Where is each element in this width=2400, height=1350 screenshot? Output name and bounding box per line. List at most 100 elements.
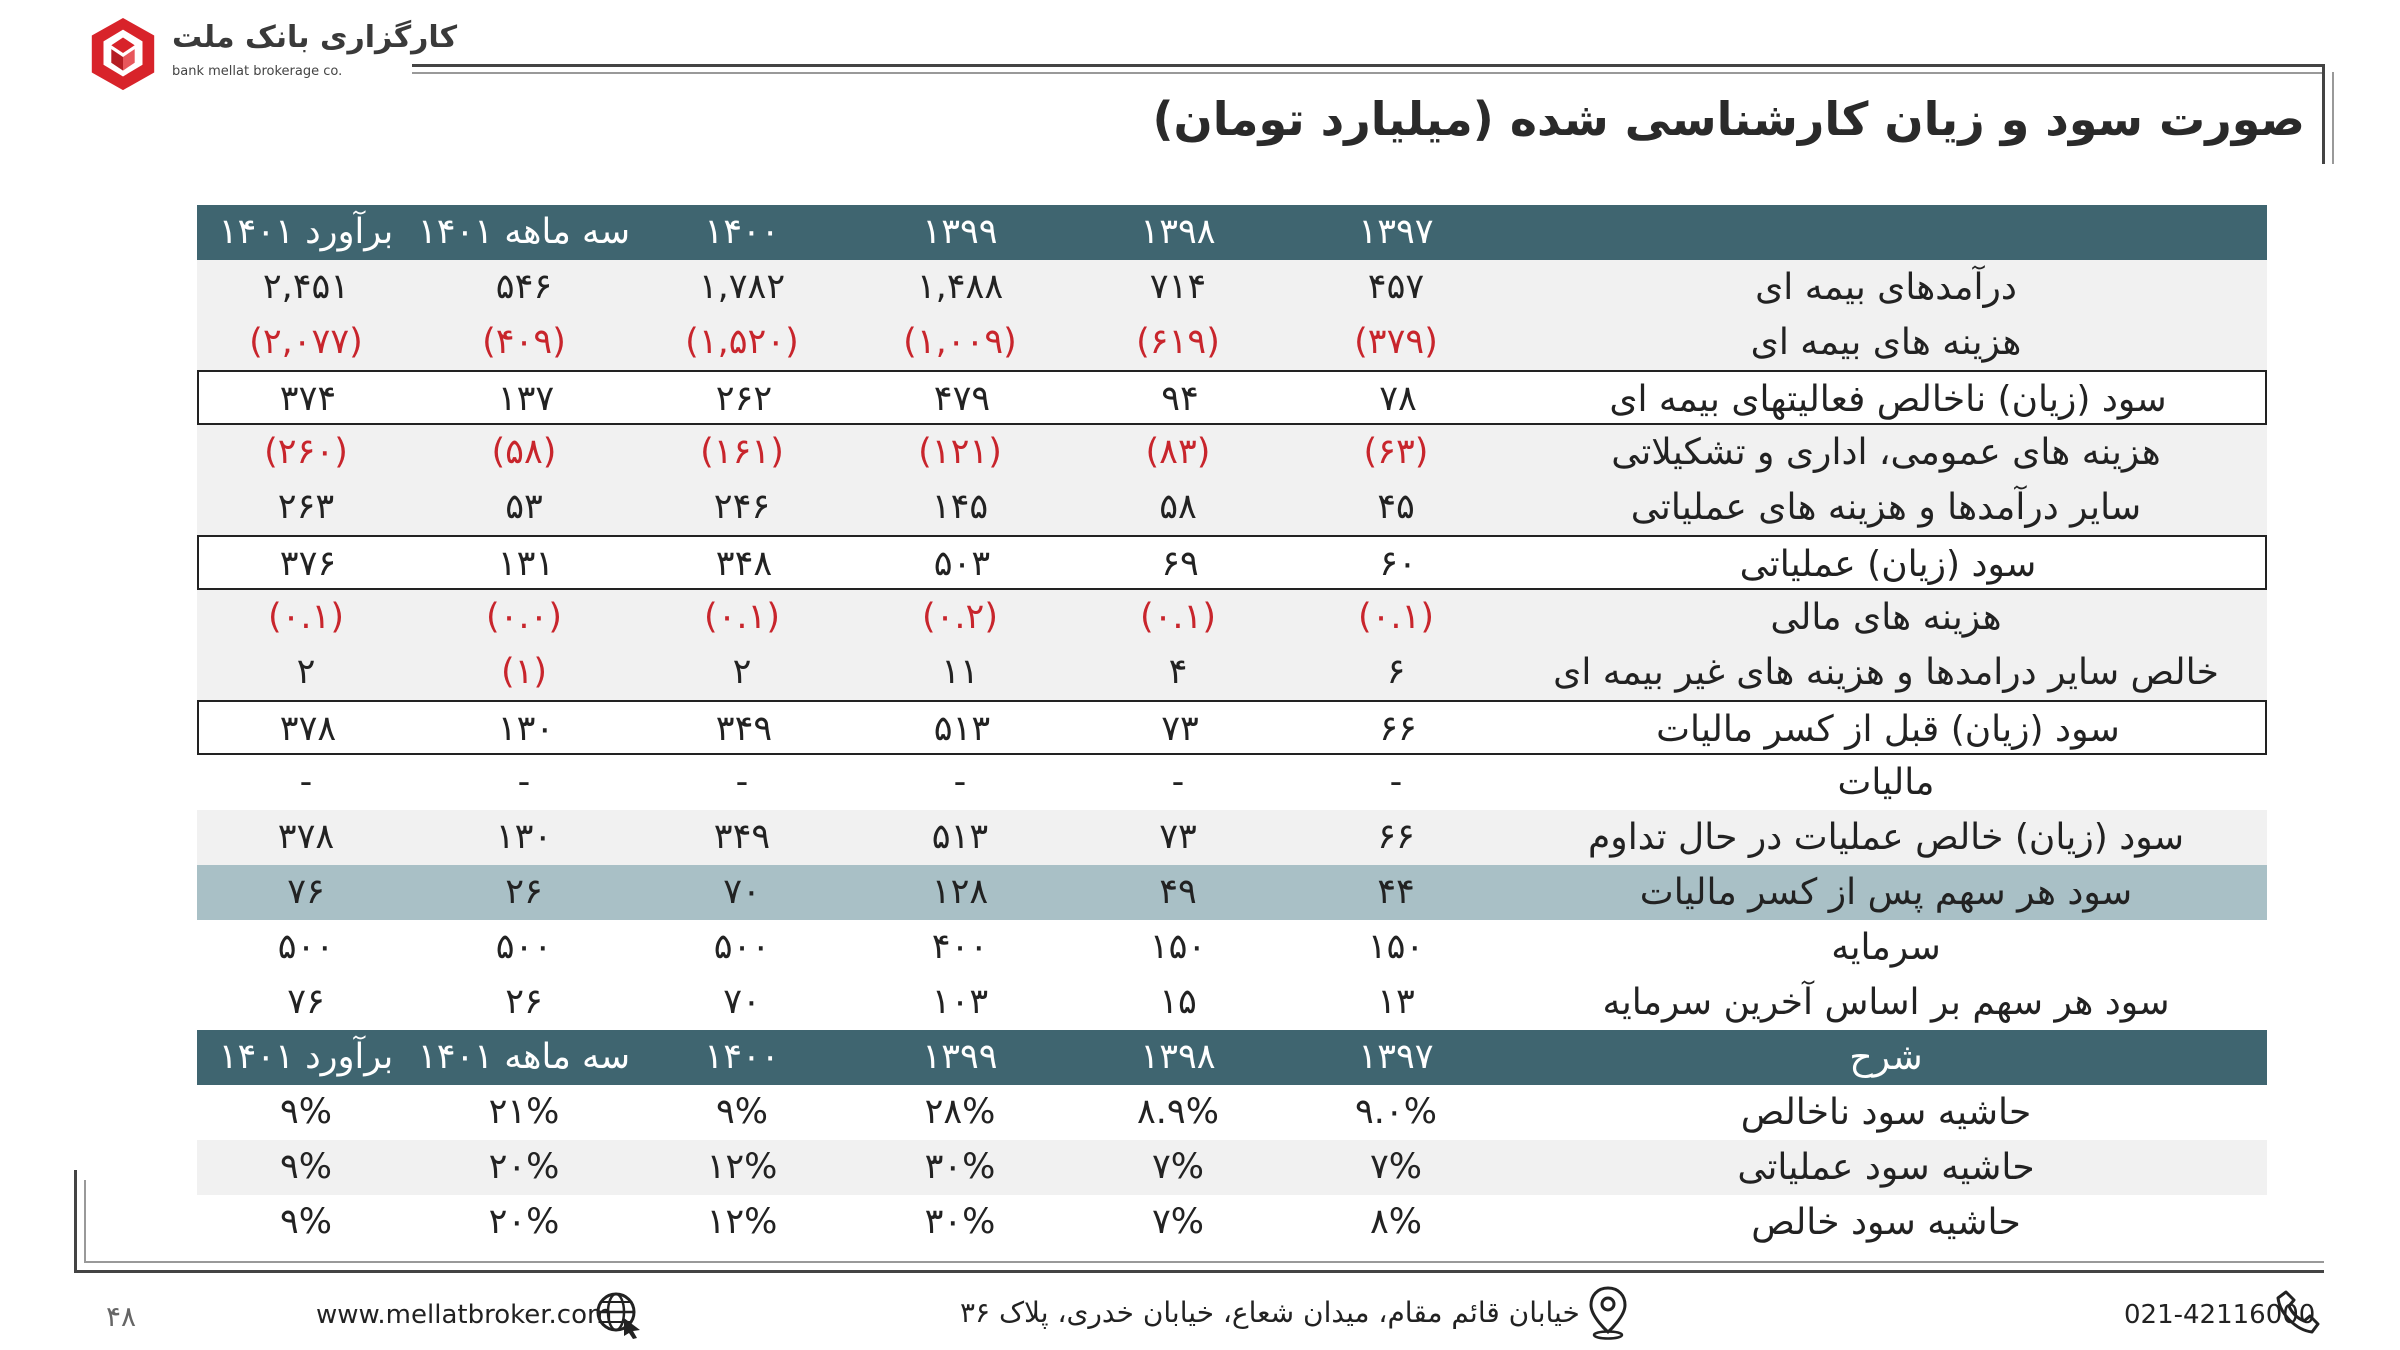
row-label: سود (زیان) قبل از کسر مالیات [1656, 709, 2120, 750]
table-row: ۳۷۸ ۱۳۰ ۳۴۹ ۵۱۳ ۷۳ ۶۶ سود (زیان) قبل از کسر ما… [197, 700, 2267, 755]
table-cell: ۱۵ [1159, 982, 1197, 1022]
table-cell: ۳۴۹ [713, 817, 771, 857]
table-cell: ۱,۷۸۲ [698, 267, 786, 307]
column-header: برآورد ۱۴۰۱ [218, 1037, 394, 1077]
left-rule [74, 1170, 77, 1273]
table-cell: ۵۴۶ [495, 267, 553, 307]
row-label-header [1505, 205, 2267, 260]
ratios-header-label: شرح [1849, 1037, 1923, 1078]
table-cell: ۲۶۲ [715, 379, 773, 419]
table-cell: ۲۴۶ [713, 487, 771, 527]
table-cell: - [517, 762, 531, 802]
table-cell: (۲,۰۷۷) [249, 322, 363, 362]
ratios-header-row: برآورد ۱۴۰۱ سه ماهه ۱۴۰۱ ۱۴۰۰ ۱۳۹۹ ۱۳۹۸ … [197, 1030, 2267, 1085]
table-cell: ۵۰۰ [713, 927, 771, 967]
table-header-row: برآورد ۱۴۰۱ سه ماهه ۱۴۰۱ ۱۴۰۰ ۱۳۹۹ ۱۳۹۸ … [197, 205, 2267, 260]
table-cell: ۳۷۴ [279, 379, 337, 419]
table-cell: (۶۳) [1363, 432, 1429, 472]
table-cell: ۴۷۹ [933, 379, 991, 419]
ratio-cell: ۹% [279, 1092, 333, 1132]
table-cell: ۴ [1168, 652, 1188, 692]
table-row: ۳۷۸ ۱۳۰ ۳۴۹ ۵۱۳ ۷۳ ۶۶ سود (زیان) خالص عملیات د… [197, 810, 2267, 865]
right-rule [2322, 64, 2325, 164]
table-row: ۳۷۴ ۱۳۷ ۲۶۲ ۴۷۹ ۹۴ ۷۸ سود (زیان) ناخالص فعالیت… [197, 370, 2267, 425]
table-cell: ۴۵ [1377, 487, 1415, 527]
brand-name-en: bank mellat brokerage co. [172, 64, 343, 79]
table-cell: ۳۴۸ [715, 544, 773, 584]
table-row: ۲ (۱) ۲ ۱۱ ۴ ۶ خالص سایر درامدها و هزینه های غ… [197, 645, 2267, 700]
table-cell: (۱) [500, 652, 548, 692]
table-cell: ۹۴ [1161, 379, 1199, 419]
table-cell: (۱,۰۰۹) [903, 322, 1017, 362]
table-cell: ۷۰ [723, 982, 761, 1022]
table-row: (۲۶۰) (۵۸) (۱۶۱) (۱۲۱) (۸۳) (۶۳) هزینه های عمو… [197, 425, 2267, 480]
table-cell: ۳۴۹ [715, 709, 773, 749]
top-rule-inner [412, 72, 2324, 74]
table-row: ۷۶ ۲۶ ۷۰ ۱۰۳ ۱۵ ۱۳ سود هر سهم بر اساس آخرین سر… [197, 975, 2267, 1030]
column-header: ۱۴۰۰ [704, 212, 780, 252]
table-cell: ۷۸ [1379, 379, 1417, 419]
table-cell: (۱۲۱) [918, 432, 1002, 472]
column-header: برآورد ۱۴۰۱ [218, 212, 394, 252]
ratio-cell: ۸.۹% [1137, 1092, 1219, 1132]
column-header: ۱۳۹۹ [922, 1037, 998, 1077]
ratio-row: ۹% ۲۰% ۱۲% ۳۰% ۷% ۷% حاشیه سود عملیاتی [197, 1140, 2267, 1195]
row-label: سرمایه [1831, 927, 1941, 968]
table-cell: ۲۶ [505, 872, 543, 912]
phone-icon [2276, 1290, 2320, 1334]
table-cell: (۱,۵۲۰) [685, 322, 799, 362]
globe-cursor-icon [596, 1292, 640, 1339]
row-label: سایر درآمدها و هزینه های عملیاتی [1630, 487, 2142, 528]
table-cell: ۷۳ [1161, 709, 1199, 749]
ratio-cell: ۲۰% [488, 1147, 560, 1187]
table-cell: ۷۳ [1159, 817, 1197, 857]
row-label: سود هر سهم پس از کسر مالیات [1639, 872, 2133, 913]
table-cell: ۲ [732, 652, 752, 692]
logo-hexagon-icon [91, 17, 155, 91]
table-cell: (۲۶۰) [264, 432, 348, 472]
table-cell: - [1389, 762, 1403, 802]
table-row: (۰.۱) (۰.۰) (۰.۱) (۰.۲) (۰.۱) (۰.۱) هزینه های … [197, 590, 2267, 645]
table-cell: ۴۹ [1159, 872, 1197, 912]
table-cell: ۶۶ [1377, 817, 1415, 857]
table-cell: ۵۳ [505, 487, 543, 527]
brand-logo: کارگزاری بانک ملت bank mellat brokerage … [84, 14, 457, 91]
column-header: ۱۳۹۸ [1140, 1037, 1216, 1077]
table-cell: (۰.۱) [267, 597, 345, 637]
row-label: هزینه های مالی [1770, 597, 2002, 638]
table-cell: ۵۰۳ [933, 544, 991, 584]
ratio-cell: ۳۰% [924, 1202, 996, 1242]
row-label: خالص سایر درامدها و هزینه های غیر بیمه ا… [1553, 652, 2219, 693]
table-cell: ۲۶۳ [277, 487, 335, 527]
table-cell: ۳۷۶ [279, 544, 337, 584]
row-label: مالیات [1837, 762, 1935, 803]
column-header: ۱۳۹۷ [1358, 212, 1434, 252]
table-row: ۵۰۰ ۵۰۰ ۵۰۰ ۴۰۰ ۱۵۰ ۱۵۰ سرمایه [197, 920, 2267, 975]
table-cell: - [735, 762, 749, 802]
table-cell: ۷۰ [723, 872, 761, 912]
table-row: ۲,۴۵۱ ۵۴۶ ۱,۷۸۲ ۱,۴۸۸ ۷۱۴ ۴۵۷ درآمدهای بیمه ای [197, 260, 2267, 315]
ratio-cell: ۷% [1151, 1147, 1205, 1187]
table-cell: ۱۴۵ [931, 487, 989, 527]
table-cell: ۱۵۰ [1367, 927, 1425, 967]
table-cell: ۵۰۰ [277, 927, 335, 967]
table-cell: - [299, 762, 313, 802]
table-cell: - [1171, 762, 1185, 802]
table-cell: - [953, 762, 967, 802]
column-header: سه ماهه ۱۴۰۱ [417, 212, 631, 252]
table-cell: ۷۶ [287, 872, 325, 912]
row-label: سود (زیان) ناخالص فعالیتهای بیمه ای [1609, 379, 2167, 420]
website-link[interactable]: www.mellatbroker.com [316, 1300, 613, 1330]
ratio-cell: ۹.۰% [1355, 1092, 1437, 1132]
table-cell: (۰.۱) [1357, 597, 1435, 637]
table-cell: ۶ [1386, 652, 1406, 692]
table-cell: (۱۶۱) [700, 432, 784, 472]
table-cell: (۵۸) [491, 432, 557, 472]
column-header: ۱۳۹۹ [922, 212, 998, 252]
table-cell: (۳۷۹) [1354, 322, 1438, 362]
table-cell: ۱۳۰ [495, 817, 553, 857]
table-cell: (۸۳) [1145, 432, 1211, 472]
table-cell: ۷۶ [287, 982, 325, 1022]
table-cell: ۶۹ [1161, 544, 1199, 584]
table-cell: ۵۱۳ [931, 817, 989, 857]
